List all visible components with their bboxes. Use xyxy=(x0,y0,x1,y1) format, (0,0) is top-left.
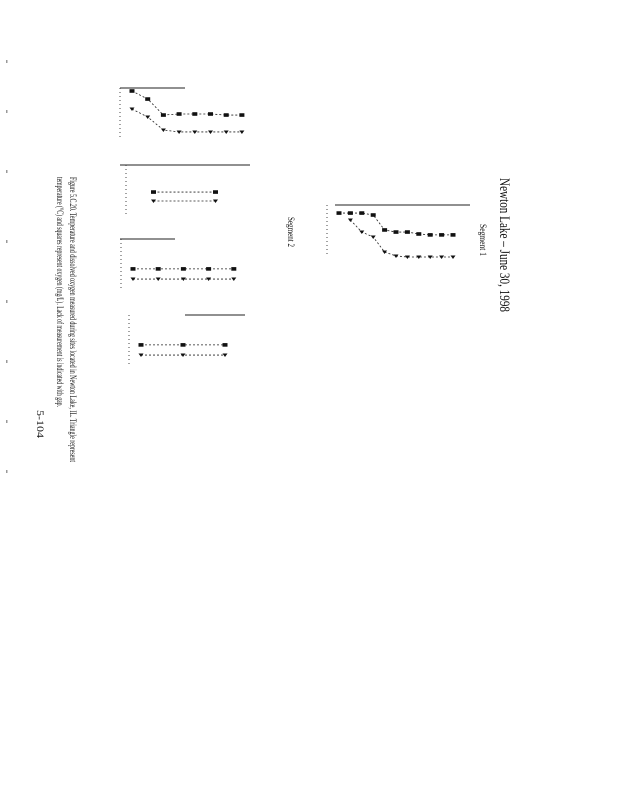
segment-2-d-oxygen-point xyxy=(138,343,144,347)
segment-2-c-temperature-point xyxy=(180,277,186,282)
segment-2-a-square-series-line xyxy=(131,90,242,116)
segment-1-temperature-point xyxy=(382,250,388,255)
segment-2-a-temperature-point xyxy=(176,130,182,134)
segment-2-d-oxygen-point xyxy=(180,343,186,347)
segment-2-d-temperature-point xyxy=(222,353,228,358)
segment-1-label: Segment 1 xyxy=(478,224,488,256)
segment-1-temperature-point xyxy=(416,255,422,259)
figure-charts xyxy=(6,60,470,473)
segment-2-label: Segment 2 xyxy=(286,217,296,247)
segment-1-oxygen-point xyxy=(404,230,410,234)
segment-2-a-temperature-point xyxy=(239,130,245,134)
segment-1-oxygen-point xyxy=(370,213,376,217)
segment-2-c-temperature-point xyxy=(155,277,161,282)
segment-2-a-oxygen-point xyxy=(129,89,135,93)
segment-1-temperature-point xyxy=(450,255,456,259)
segment-2-c-temperature-point xyxy=(130,277,136,282)
segment-1-temperature-point xyxy=(404,255,410,259)
scan-mark xyxy=(6,110,8,113)
segment-1-oxygen-point xyxy=(336,211,342,215)
scan-mark xyxy=(6,170,8,173)
segment-1-oxygen-point xyxy=(439,233,445,237)
segment-2-d-temperature-point xyxy=(138,353,144,358)
segment-2-d-oxygen-point xyxy=(222,343,228,347)
segment-2-a-temperature-point xyxy=(192,130,198,134)
segment-2-c-temperature-point xyxy=(231,277,237,282)
segment-2-a-oxygen-point xyxy=(160,113,166,117)
segment-1-oxygen-point xyxy=(416,232,422,236)
segment-1-temperature-point xyxy=(427,255,433,259)
segment-2-b-temperature-point xyxy=(213,199,218,204)
segment-1-oxygen-point xyxy=(450,233,456,237)
scan-mark xyxy=(6,60,8,63)
scan-mark xyxy=(6,300,8,303)
segment-2-a-oxygen-point xyxy=(208,112,213,116)
segment-1-oxygen-point xyxy=(427,233,433,237)
segment-2-d-temperature-point xyxy=(180,353,186,358)
segment-2-a-oxygen-point xyxy=(192,112,198,116)
segment-2-b-oxygen-point xyxy=(213,190,218,194)
segment-2-a-temperature-point xyxy=(145,115,151,119)
segment-2-c-temperature-point xyxy=(206,277,212,282)
segment-2-a-triangle-series-line xyxy=(131,108,242,133)
segment-1-temperature-point xyxy=(347,218,353,222)
segment-1-temperature-point xyxy=(439,255,445,259)
page-number: 5-104 xyxy=(35,410,45,439)
segment-2-a-oxygen-point xyxy=(223,113,229,117)
segment-2-a-oxygen-point xyxy=(176,112,182,116)
figure-caption-line-2: temperature (°C) and squares represent o… xyxy=(55,177,65,407)
scan-mark xyxy=(6,360,8,363)
segment-2-b-oxygen-point xyxy=(151,190,156,194)
segment-1-triangle-series-line xyxy=(350,219,453,258)
segment-1-oxygen-point xyxy=(359,211,365,215)
segment-2-a-temperature-point xyxy=(208,130,213,134)
segment-1-oxygen-point xyxy=(382,228,388,232)
segment-1-temperature-point xyxy=(359,230,365,235)
segment-2-c-oxygen-point xyxy=(155,267,161,271)
page-title: Newton Lake – June 30, 1998 xyxy=(496,178,512,312)
scan-mark xyxy=(6,420,8,423)
segment-2-c-oxygen-point xyxy=(130,267,136,271)
segment-2-a-temperature-point xyxy=(129,107,135,112)
segment-1-temperature-point xyxy=(370,235,376,239)
segment-1-oxygen-point xyxy=(347,211,353,215)
segment-2-c-oxygen-point xyxy=(206,267,212,271)
segment-2-c-oxygen-point xyxy=(231,267,237,271)
segment-2-a-temperature-point xyxy=(160,128,166,132)
segment-1-temperature-point xyxy=(393,254,399,258)
segment-2-b-temperature-point xyxy=(151,199,156,204)
scan-mark xyxy=(6,240,8,243)
segment-2-a-temperature-point xyxy=(223,130,229,134)
segment-1-oxygen-point xyxy=(393,230,399,234)
segment-2-a-oxygen-point xyxy=(145,97,151,101)
scan-mark xyxy=(6,470,8,473)
segment-2-c-oxygen-point xyxy=(180,267,186,271)
segment-2-a-oxygen-point xyxy=(239,113,245,117)
figure-caption-line-1: Figure 5.C.20. Temperature and dissolved… xyxy=(68,177,78,462)
